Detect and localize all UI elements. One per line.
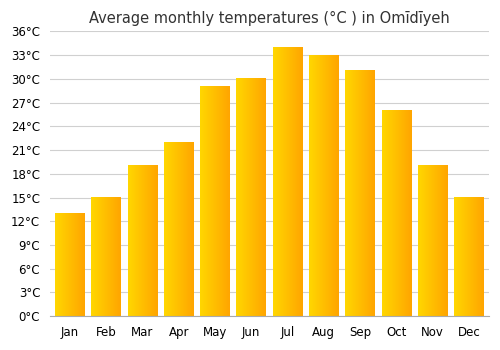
Title: Average monthly temperatures (°C ) in Omīdīyeh: Average monthly temperatures (°C ) in Om…: [89, 11, 450, 26]
